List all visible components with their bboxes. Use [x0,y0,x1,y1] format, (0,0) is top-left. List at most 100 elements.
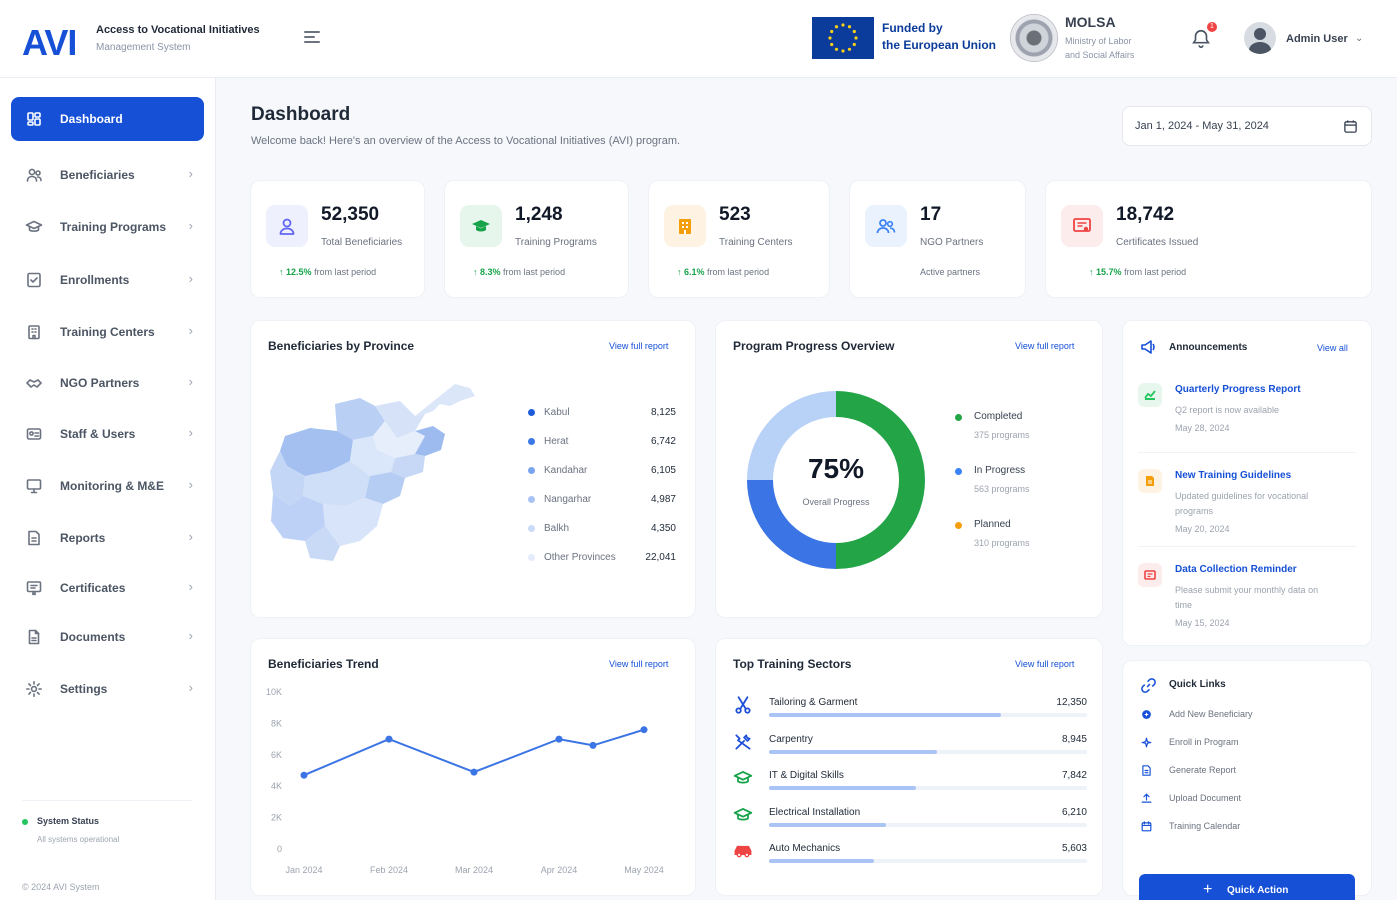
building-icon [25,323,43,341]
announcement-title[interactable]: Data Collection Reminder [1175,564,1297,575]
sector-bar [769,713,1002,717]
trend-line [303,728,645,777]
donut-slice-completed [835,391,925,569]
stat-change: Active partners [920,267,980,277]
announcement-title[interactable]: New Training Guidelines [1175,470,1292,481]
province-name: Kandahar [544,465,588,476]
sector-name: Auto Mechanics [769,843,841,854]
sidebar-item-beneficiaries[interactable]: Beneficiaries › [11,153,204,197]
sidebar-item-settings[interactable]: Settings › [11,667,204,711]
quick-link-training-calendar[interactable]: Training Calendar [1140,818,1340,838]
sector-bar-track [769,859,1087,863]
sidebar-item-label: Reports [60,531,106,545]
user-icon [266,205,308,247]
sidebar-item-label: NGO Partners [60,376,140,390]
sectors-view-report-link[interactable]: View full report [1015,659,1075,669]
sparkle-icon [1140,736,1153,754]
progress-legend-count: 310 programs [974,538,1030,548]
x-tick-label: Jan 2024 [285,865,322,875]
stat-change-text: from last period [314,267,377,277]
chevron-down-icon[interactable]: ⌄ [1355,33,1364,44]
quick-action-label: Quick Action [1227,885,1289,896]
quick-link-generate-report[interactable]: Generate Report [1140,762,1340,782]
province-view-report-link[interactable]: View full report [609,341,669,351]
chevron-right-icon: › [188,166,193,181]
sector-bar [769,822,886,827]
quick-link-add-new-beneficiary[interactable]: Add New Beneficiary [1140,706,1340,726]
stat-value: 523 [719,204,751,225]
sector-name: IT & Digital Skills [769,770,844,781]
announcement-divider [1138,546,1356,547]
chevron-right-icon: › [188,477,193,492]
document-icon [25,628,43,646]
sidebar-item-documents[interactable]: Documents › [11,615,204,659]
progress-view-report-link[interactable]: View full report [1015,341,1075,351]
upload-icon [1140,792,1153,810]
sector-bar-track [769,786,1087,790]
sidebar-item-certificates[interactable]: Certificates › [11,566,204,610]
sidebar-item-label: Staff & Users [60,427,136,441]
menu-toggle-icon[interactable] [304,31,320,45]
legend-dot [528,554,535,561]
quick-link-enroll-in-program[interactable]: Enroll in Program [1140,734,1340,754]
sidebar-item-enrollments[interactable]: Enrollments › [11,258,204,302]
date-range-picker[interactable]: Jan 1, 2024 - May 31, 2024 [1122,106,1372,146]
legend-dot [528,467,535,474]
progress-legend-count: 563 programs [974,484,1030,494]
sector-row: Auto Mechanics 5,603 [733,841,1087,871]
quick-link-upload-document[interactable]: Upload Document [1140,790,1340,810]
system-status-title: System Status [37,816,100,826]
quick-link-label: Generate Report [1169,765,1237,775]
legend-dot [955,468,962,475]
users-icon [25,166,43,184]
announcement-item[interactable]: Quarterly Progress Report Q2 report is no… [1138,383,1358,453]
donut-center-label: Overall Progress [802,497,870,507]
announcement-date: May 28, 2024 [1175,423,1230,433]
legend-dot [528,438,535,445]
monitor-icon [25,477,43,495]
announcement-item[interactable]: New Training Guidelines Updated guideline… [1138,469,1358,539]
stat-label: Total Beneficiaries [321,237,403,248]
stat-card-training-centers: 523 Training Centers ↑ 6.1% from last peri… [648,180,830,298]
trend-view-report-link[interactable]: View full report [609,659,669,669]
notification-badge: 1 [1207,22,1217,32]
x-tick-label: Mar 2024 [455,865,493,875]
sidebar-item-reports[interactable]: Reports › [11,516,204,560]
sidebar-item-monitoring-m-e[interactable]: Monitoring & M&E › [11,464,204,508]
sidebar-item-staff-users[interactable]: Staff & Users › [11,412,204,456]
chevron-right-icon: › [188,271,193,286]
sidebar-item-training-programs[interactable]: Training Programs › [11,205,204,249]
announcement-title[interactable]: Quarterly Progress Report [1175,384,1301,395]
announcement-description: Updated guidelines for vocational progra… [1175,491,1309,516]
stat-value: 18,742 [1116,204,1175,225]
user-name[interactable]: Admin User [1286,33,1348,45]
announcements-view-all-link[interactable]: View all [1317,343,1348,353]
donut-percent: 75% [807,453,865,484]
progress-card-title: Program Progress Overview [733,339,895,353]
announcement-item[interactable]: Data Collection Reminder Please submit yo… [1138,563,1358,633]
notification-bell-icon[interactable] [1190,28,1212,55]
y-tick-label: 2K [271,813,282,823]
users-icon [865,205,907,247]
province-value: 6,742 [650,436,676,447]
sidebar-item-training-centers[interactable]: Training Centers › [11,310,204,354]
province-name: Nangarhar [544,494,592,505]
province-value: 4,987 [650,494,676,505]
app-logo[interactable]: AVI [22,22,77,63]
user-avatar[interactable] [1244,22,1276,54]
stat-label: Training Centers [719,237,793,248]
sidebar-item-label: Training Centers [60,325,155,339]
quick-action-button[interactable]: + Quick Action [1139,874,1355,900]
sidebar: Dashboard Beneficiaries › Training Programs… [0,78,216,900]
stat-change-percent: 15.7% [1096,267,1122,277]
gear-icon [25,680,43,698]
stat-change-text: from last period [707,267,770,277]
report-icon [25,529,43,547]
sector-bar [769,786,917,790]
checklist-icon [25,271,43,289]
stat-change: ↑ 12.5% from last period [279,267,377,277]
certificate-icon [1061,205,1103,247]
sidebar-item-ngo-partners[interactable]: NGO Partners › [11,361,204,405]
sidebar-item-dashboard[interactable]: Dashboard [11,97,204,141]
sidebar-item-label: Training Programs [60,220,167,234]
